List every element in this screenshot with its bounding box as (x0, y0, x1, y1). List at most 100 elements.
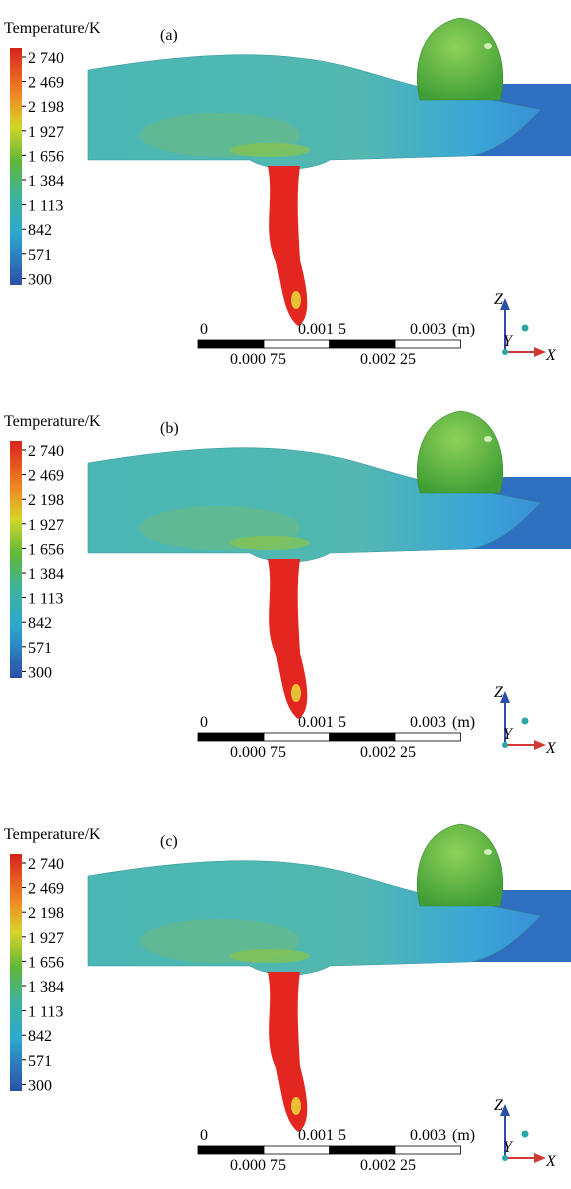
colorbar-tick-label: 1 384 (28, 979, 64, 996)
x-arrow (534, 347, 546, 357)
scale-segment (395, 340, 461, 348)
scale-segment (330, 1146, 396, 1154)
droplet (417, 18, 503, 100)
colorbar-tick-label: 842 (28, 1028, 52, 1045)
y-axis-dot (522, 1131, 529, 1138)
scale-unit: (m) (452, 1127, 475, 1144)
colorbar-tick-label: 2 198 (28, 905, 64, 922)
colorbar-tick-label: 1 113 (28, 198, 63, 215)
panel-label: (c) (160, 833, 178, 850)
colorbar-title: Temperature/K (4, 413, 101, 430)
colorbar-tick-label: 2 469 (28, 881, 64, 898)
scale-segment (330, 733, 396, 741)
colorbar-tick-label: 842 (28, 615, 52, 632)
colorbar-tick-label: 2 740 (28, 50, 64, 67)
colorbar-tick-label: 300 (28, 664, 52, 681)
scale-segment (264, 733, 330, 741)
figure: Temperature/K 2 740 2 469 2 198 1 927 1 656 1 … (0, 0, 571, 1189)
panel-label: (a) (160, 27, 178, 44)
colorbar-tick-label: 571 (28, 247, 52, 264)
highlight (484, 849, 492, 855)
colorbar (10, 854, 22, 1091)
scale-label: 0.000 75 (230, 351, 286, 368)
scale-label: 0.001 5 (298, 714, 346, 731)
scale-label: 0.003 (410, 714, 446, 731)
axis-label: Z (494, 684, 504, 701)
colorbar-tick-label: 1 927 (28, 517, 64, 534)
scale-segment (198, 340, 264, 348)
melt-core (230, 949, 310, 963)
axis-label: X (545, 1153, 557, 1170)
colorbar-tick-label: 842 (28, 222, 52, 239)
colorbar-tick-label: 300 (28, 271, 52, 288)
colorbar-tick-label: 1 927 (28, 124, 64, 141)
y-axis-dot (522, 325, 529, 332)
axis-label: X (545, 740, 557, 757)
y-axis-dot (522, 718, 529, 725)
keyhole (268, 166, 307, 326)
scale-label: 0.003 (410, 1127, 446, 1144)
axis-label: Z (494, 1097, 504, 1114)
scale-label: 0.001 5 (298, 321, 346, 338)
colorbar-tick-label: 1 384 (28, 173, 64, 190)
colorbar-title: Temperature/K (4, 20, 101, 37)
panel: Temperature/K 2 740 2 469 2 198 1 927 1 656 1 … (4, 824, 571, 1174)
colorbar-tick-label: 2 198 (28, 99, 64, 116)
colorbar-tick-label: 2 740 (28, 856, 64, 873)
keyhole (268, 559, 307, 719)
colorbar (10, 48, 22, 285)
scale-segment (198, 733, 264, 741)
scale-label: 0.002 25 (360, 1157, 416, 1174)
colorbar-tick-label: 2 740 (28, 443, 64, 460)
colorbar-tick-label: 1 384 (28, 566, 64, 583)
axis-label: Y (503, 726, 514, 743)
colorbar-title: Temperature/K (4, 826, 101, 843)
colorbar-tick-label: 2 469 (28, 468, 64, 485)
melt-core (230, 143, 310, 157)
keyhole (268, 972, 307, 1132)
droplet (417, 824, 503, 906)
colorbar-tick-label: 1 656 (28, 954, 64, 971)
hot-spot (291, 291, 301, 309)
scale-unit: (m) (452, 714, 475, 731)
scale-segment (330, 340, 396, 348)
axis-label: Y (503, 1139, 514, 1156)
colorbar (10, 441, 22, 678)
scale-segment (395, 733, 461, 741)
highlight (484, 43, 492, 49)
scale-label: 0 (200, 321, 208, 338)
panel: Temperature/K 2 740 2 469 2 198 1 927 1 656 1 … (4, 18, 571, 368)
colorbar-tick-label: 571 (28, 1053, 52, 1070)
scale-label: 0.002 25 (360, 351, 416, 368)
panel: Temperature/K 2 740 2 469 2 198 1 927 1 656 1 … (4, 411, 571, 761)
colorbar-tick-label: 2 469 (28, 75, 64, 92)
scale-label: 0.000 75 (230, 744, 286, 761)
scale-label: 0.000 75 (230, 1157, 286, 1174)
x-arrow (534, 740, 546, 750)
colorbar-tick-label: 1 113 (28, 591, 63, 608)
colorbar-tick-label: 1 656 (28, 148, 64, 165)
scale-segment (198, 1146, 264, 1154)
colorbar-tick-label: 2 198 (28, 492, 64, 509)
hot-spot (291, 684, 301, 702)
axis-label: Y (503, 333, 514, 350)
colorbar-tick-label: 571 (28, 640, 52, 657)
panel-label: (b) (160, 420, 179, 437)
scale-label: 0 (200, 714, 208, 731)
hot-spot (291, 1097, 301, 1115)
colorbar-tick-label: 1 656 (28, 541, 64, 558)
scale-label: 0 (200, 1127, 208, 1144)
x-arrow (534, 1153, 546, 1163)
droplet (417, 411, 503, 493)
scale-label: 0.003 (410, 321, 446, 338)
axis-label: Z (494, 291, 504, 308)
scale-segment (264, 340, 330, 348)
axis-label: X (545, 347, 557, 364)
colorbar-tick-label: 1 113 (28, 1004, 63, 1021)
scale-segment (395, 1146, 461, 1154)
scale-unit: (m) (452, 321, 475, 338)
scale-label: 0.001 5 (298, 1127, 346, 1144)
highlight (484, 436, 492, 442)
colorbar-tick-label: 1 927 (28, 930, 64, 947)
colorbar-tick-label: 300 (28, 1077, 52, 1094)
